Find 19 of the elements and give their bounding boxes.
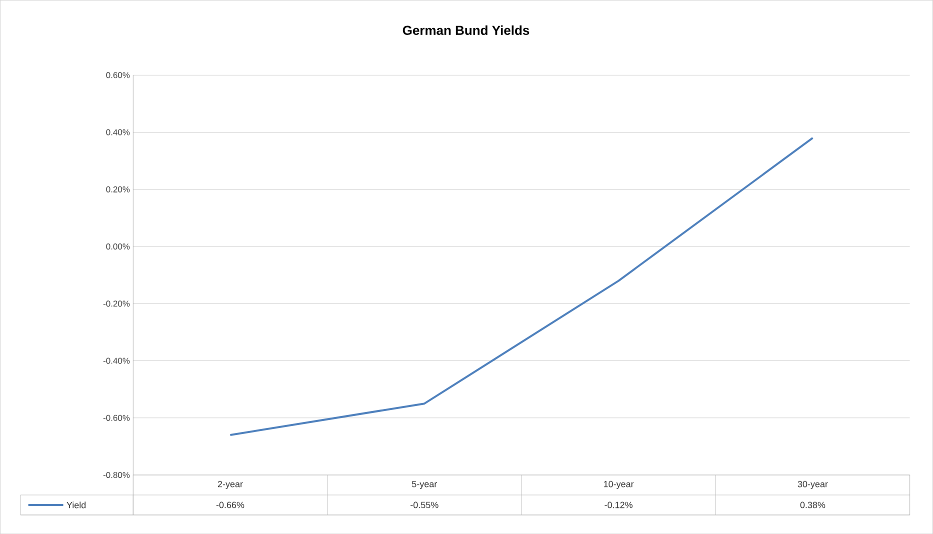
- y-tick-label: -0.40%: [103, 358, 130, 364]
- x-tick-label: 2-year: [218, 480, 243, 489]
- y-tick-label: 0.20%: [106, 186, 130, 192]
- x-tick-label: 30-year: [798, 480, 828, 489]
- x-tick-label: 5-year: [412, 480, 437, 489]
- data-label: -0.55%: [410, 502, 438, 508]
- y-tick-label: 0.00%: [106, 243, 130, 250]
- data-label: -0.12%: [604, 502, 632, 508]
- data-label: -0.66%: [216, 502, 244, 508]
- y-tick-label: -0.20%: [103, 300, 130, 307]
- legend-label: Yield: [66, 502, 86, 508]
- x-tick-label: 10-year: [604, 480, 634, 489]
- data-label: 0.38%: [800, 502, 826, 508]
- y-tick-label: 0.40%: [106, 129, 130, 136]
- line-series: [229, 136, 814, 436]
- y-tick-label: -0.80%: [103, 472, 130, 478]
- chart-title: German Bund Yields: [402, 25, 530, 35]
- y-tick-label: -0.60%: [103, 414, 130, 421]
- y-tick-label: 0.60%: [106, 72, 130, 78]
